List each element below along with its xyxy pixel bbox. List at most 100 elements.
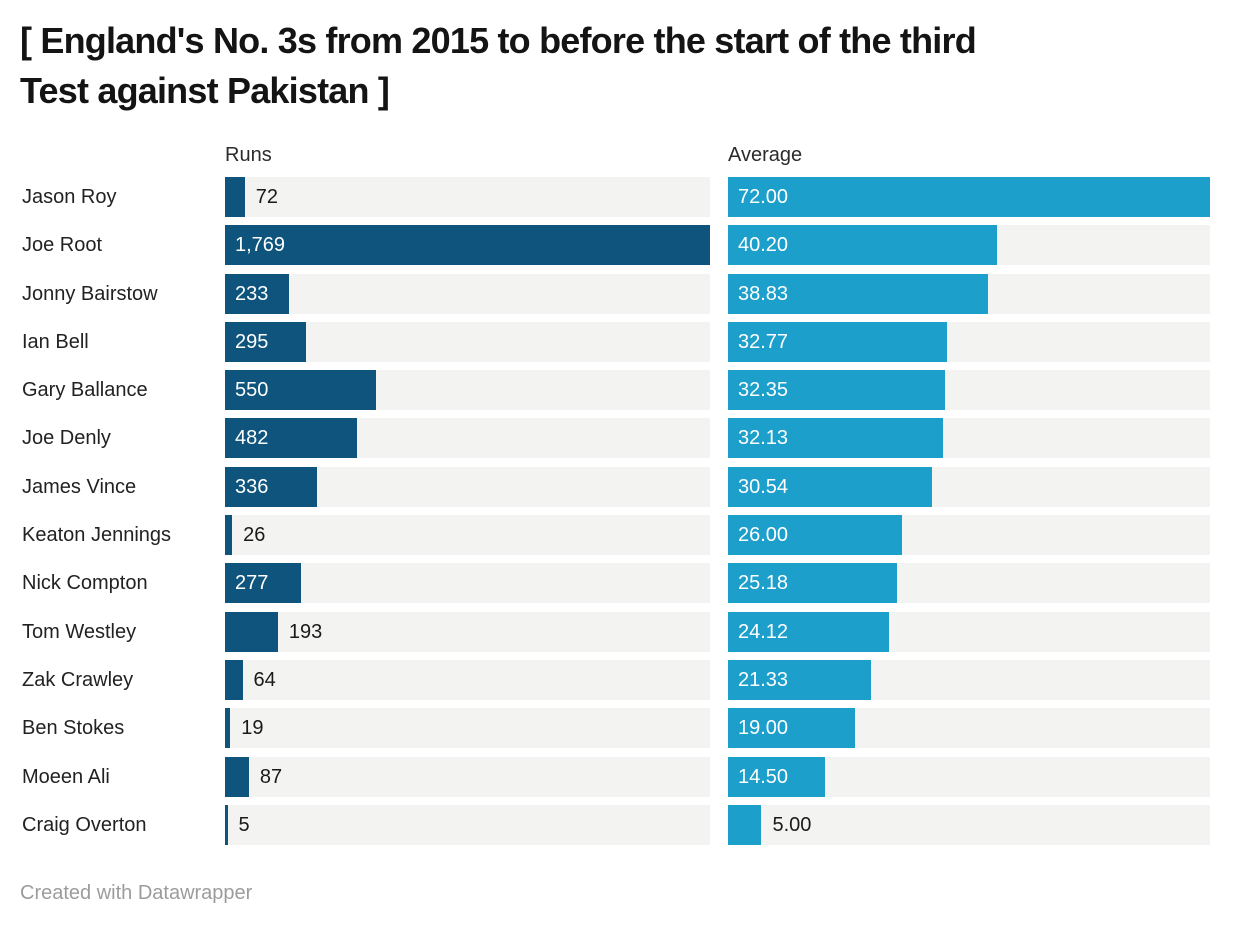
- runs-bar-track: 233: [225, 273, 710, 314]
- player-name: Nick Compton: [22, 572, 148, 595]
- chart-row: Ian Bell 295 32.77: [20, 321, 1210, 362]
- chart-rows: Jason Roy 72 72.00 Joe Root 1,769 40.20 Jonny …: [20, 177, 1210, 845]
- runs-value-label: 193: [288, 620, 323, 643]
- average-bar-track: 32.35: [728, 370, 1210, 411]
- runs-value-label: 295: [235, 330, 269, 353]
- runs-bar-track: 87: [225, 756, 710, 797]
- average-bar-track: 30.54: [728, 466, 1210, 507]
- chart-row: Moeen Ali 87 14.50: [20, 756, 1210, 797]
- average-value-label: 25.18: [738, 572, 789, 595]
- average-bar-track: 21.33: [728, 659, 1210, 700]
- average-value-label: 38.83: [738, 282, 789, 305]
- runs-bar[interactable]: [225, 708, 231, 749]
- average-bar[interactable]: [728, 225, 998, 266]
- average-bar[interactable]: [728, 563, 897, 604]
- player-name: Ian Bell: [22, 330, 89, 353]
- runs-bar-track: 550: [225, 370, 710, 411]
- runs-bar[interactable]: [225, 225, 710, 266]
- runs-value-label: 5: [238, 813, 250, 836]
- chart-row: Craig Overton 5 5.00: [20, 804, 1210, 845]
- average-bar[interactable]: [728, 370, 945, 411]
- player-name: Joe Root: [22, 234, 103, 257]
- runs-bar-track: 19: [225, 708, 710, 749]
- player-name: Jonny Bairstow: [22, 282, 158, 305]
- runs-bar-track: 1,769: [225, 225, 710, 266]
- runs-value-label: 336: [235, 475, 269, 498]
- average-value-label: 24.12: [738, 620, 789, 643]
- average-bar[interactable]: [728, 708, 856, 749]
- average-bar-track: 26.00: [728, 515, 1210, 556]
- average-value-label: 21.33: [738, 668, 789, 691]
- runs-column-header: Runs: [225, 144, 272, 166]
- average-bar[interactable]: [728, 273, 988, 314]
- average-bar-track: 5.00: [728, 804, 1210, 845]
- runs-value-label: 550: [235, 379, 269, 402]
- chart-row: Zak Crawley 64 21.33: [20, 659, 1210, 700]
- chart-row: James Vince 336 30.54: [20, 466, 1210, 507]
- average-bar[interactable]: [728, 418, 944, 459]
- bar-chart: Runs Average Jason Roy 72 72.00 Joe Root 1,7…: [20, 141, 1210, 853]
- runs-bar-track: 295: [225, 321, 710, 362]
- player-name: Keaton Jennings: [22, 524, 172, 547]
- average-bar-track: 32.77: [728, 321, 1210, 362]
- runs-bar[interactable]: [225, 370, 376, 411]
- runs-bar[interactable]: [225, 321, 306, 362]
- runs-value-label: 482: [235, 427, 269, 450]
- average-bar[interactable]: [728, 177, 1210, 217]
- runs-value-label: 72: [255, 186, 278, 208]
- average-column-header: Average: [728, 144, 803, 166]
- runs-value-label: 64: [253, 668, 276, 691]
- average-bar-track: 24.12: [728, 611, 1210, 652]
- runs-bar[interactable]: [225, 177, 245, 217]
- average-bar[interactable]: [728, 804, 762, 845]
- runs-bar[interactable]: [225, 804, 228, 845]
- player-name: Ben Stokes: [22, 717, 125, 740]
- runs-bar-track: 336: [225, 466, 710, 507]
- runs-bar[interactable]: [225, 466, 318, 507]
- player-name: Gary Ballance: [22, 379, 148, 402]
- runs-bar[interactable]: [225, 418, 358, 459]
- runs-value-label: 87: [259, 765, 283, 788]
- runs-value-label: 26: [243, 524, 266, 547]
- average-value-label: 40.20: [738, 234, 789, 257]
- runs-bar-track: 482: [225, 418, 710, 459]
- player-name: James Vince: [22, 475, 137, 498]
- average-bar-track: 38.83: [728, 273, 1210, 314]
- average-value-label: 26.00: [738, 524, 789, 547]
- average-bar[interactable]: [728, 611, 890, 652]
- average-value-label: 14.50: [738, 765, 789, 788]
- chart-row: Joe Root 1,769 40.20: [20, 225, 1210, 266]
- chart-row: Nick Compton 277 25.18: [20, 563, 1210, 604]
- runs-bar-track: 72: [225, 177, 710, 217]
- average-value-label: 32.13: [738, 427, 789, 450]
- column-headers: Runs Average: [20, 141, 1210, 169]
- runs-bar-track: 64: [225, 659, 710, 700]
- runs-bar[interactable]: [225, 563, 301, 604]
- runs-bar[interactable]: [225, 515, 233, 556]
- chart-row: Ben Stokes 19 19.00: [20, 708, 1210, 749]
- runs-bar[interactable]: [225, 273, 289, 314]
- average-bar-track: 72.00: [728, 177, 1210, 217]
- runs-bar[interactable]: [225, 756, 249, 797]
- player-name: Moeen Ali: [22, 765, 110, 788]
- average-bar[interactable]: [728, 756, 826, 797]
- player-name: Joe Denly: [22, 427, 111, 450]
- datawrapper-credit: Created with Datawrapper: [20, 882, 253, 904]
- page-title: [ England's No. 3s from 2015 to before t…: [20, 16, 977, 117]
- average-bar[interactable]: [728, 466, 933, 507]
- runs-bar-track: 193: [225, 611, 710, 652]
- runs-bar[interactable]: [225, 659, 243, 700]
- average-bar-track: 32.13: [728, 418, 1210, 459]
- runs-bar[interactable]: [225, 611, 278, 652]
- page-title-line1: [ England's No. 3s from 2015 to before t…: [20, 20, 977, 61]
- average-bar-track: 19.00: [728, 708, 1210, 749]
- runs-value-label: 233: [235, 282, 269, 305]
- chart-row: Jason Roy 72 72.00: [20, 177, 1210, 217]
- chart-row: Gary Ballance 550 32.35: [20, 370, 1210, 411]
- average-bar[interactable]: [728, 321, 948, 362]
- average-bar[interactable]: [728, 659, 871, 700]
- average-value-label: 19.00: [738, 717, 789, 740]
- chart-row: Keaton Jennings 26 26.00: [20, 515, 1210, 556]
- average-bar[interactable]: [728, 515, 903, 556]
- average-value-label: 32.35: [738, 379, 789, 402]
